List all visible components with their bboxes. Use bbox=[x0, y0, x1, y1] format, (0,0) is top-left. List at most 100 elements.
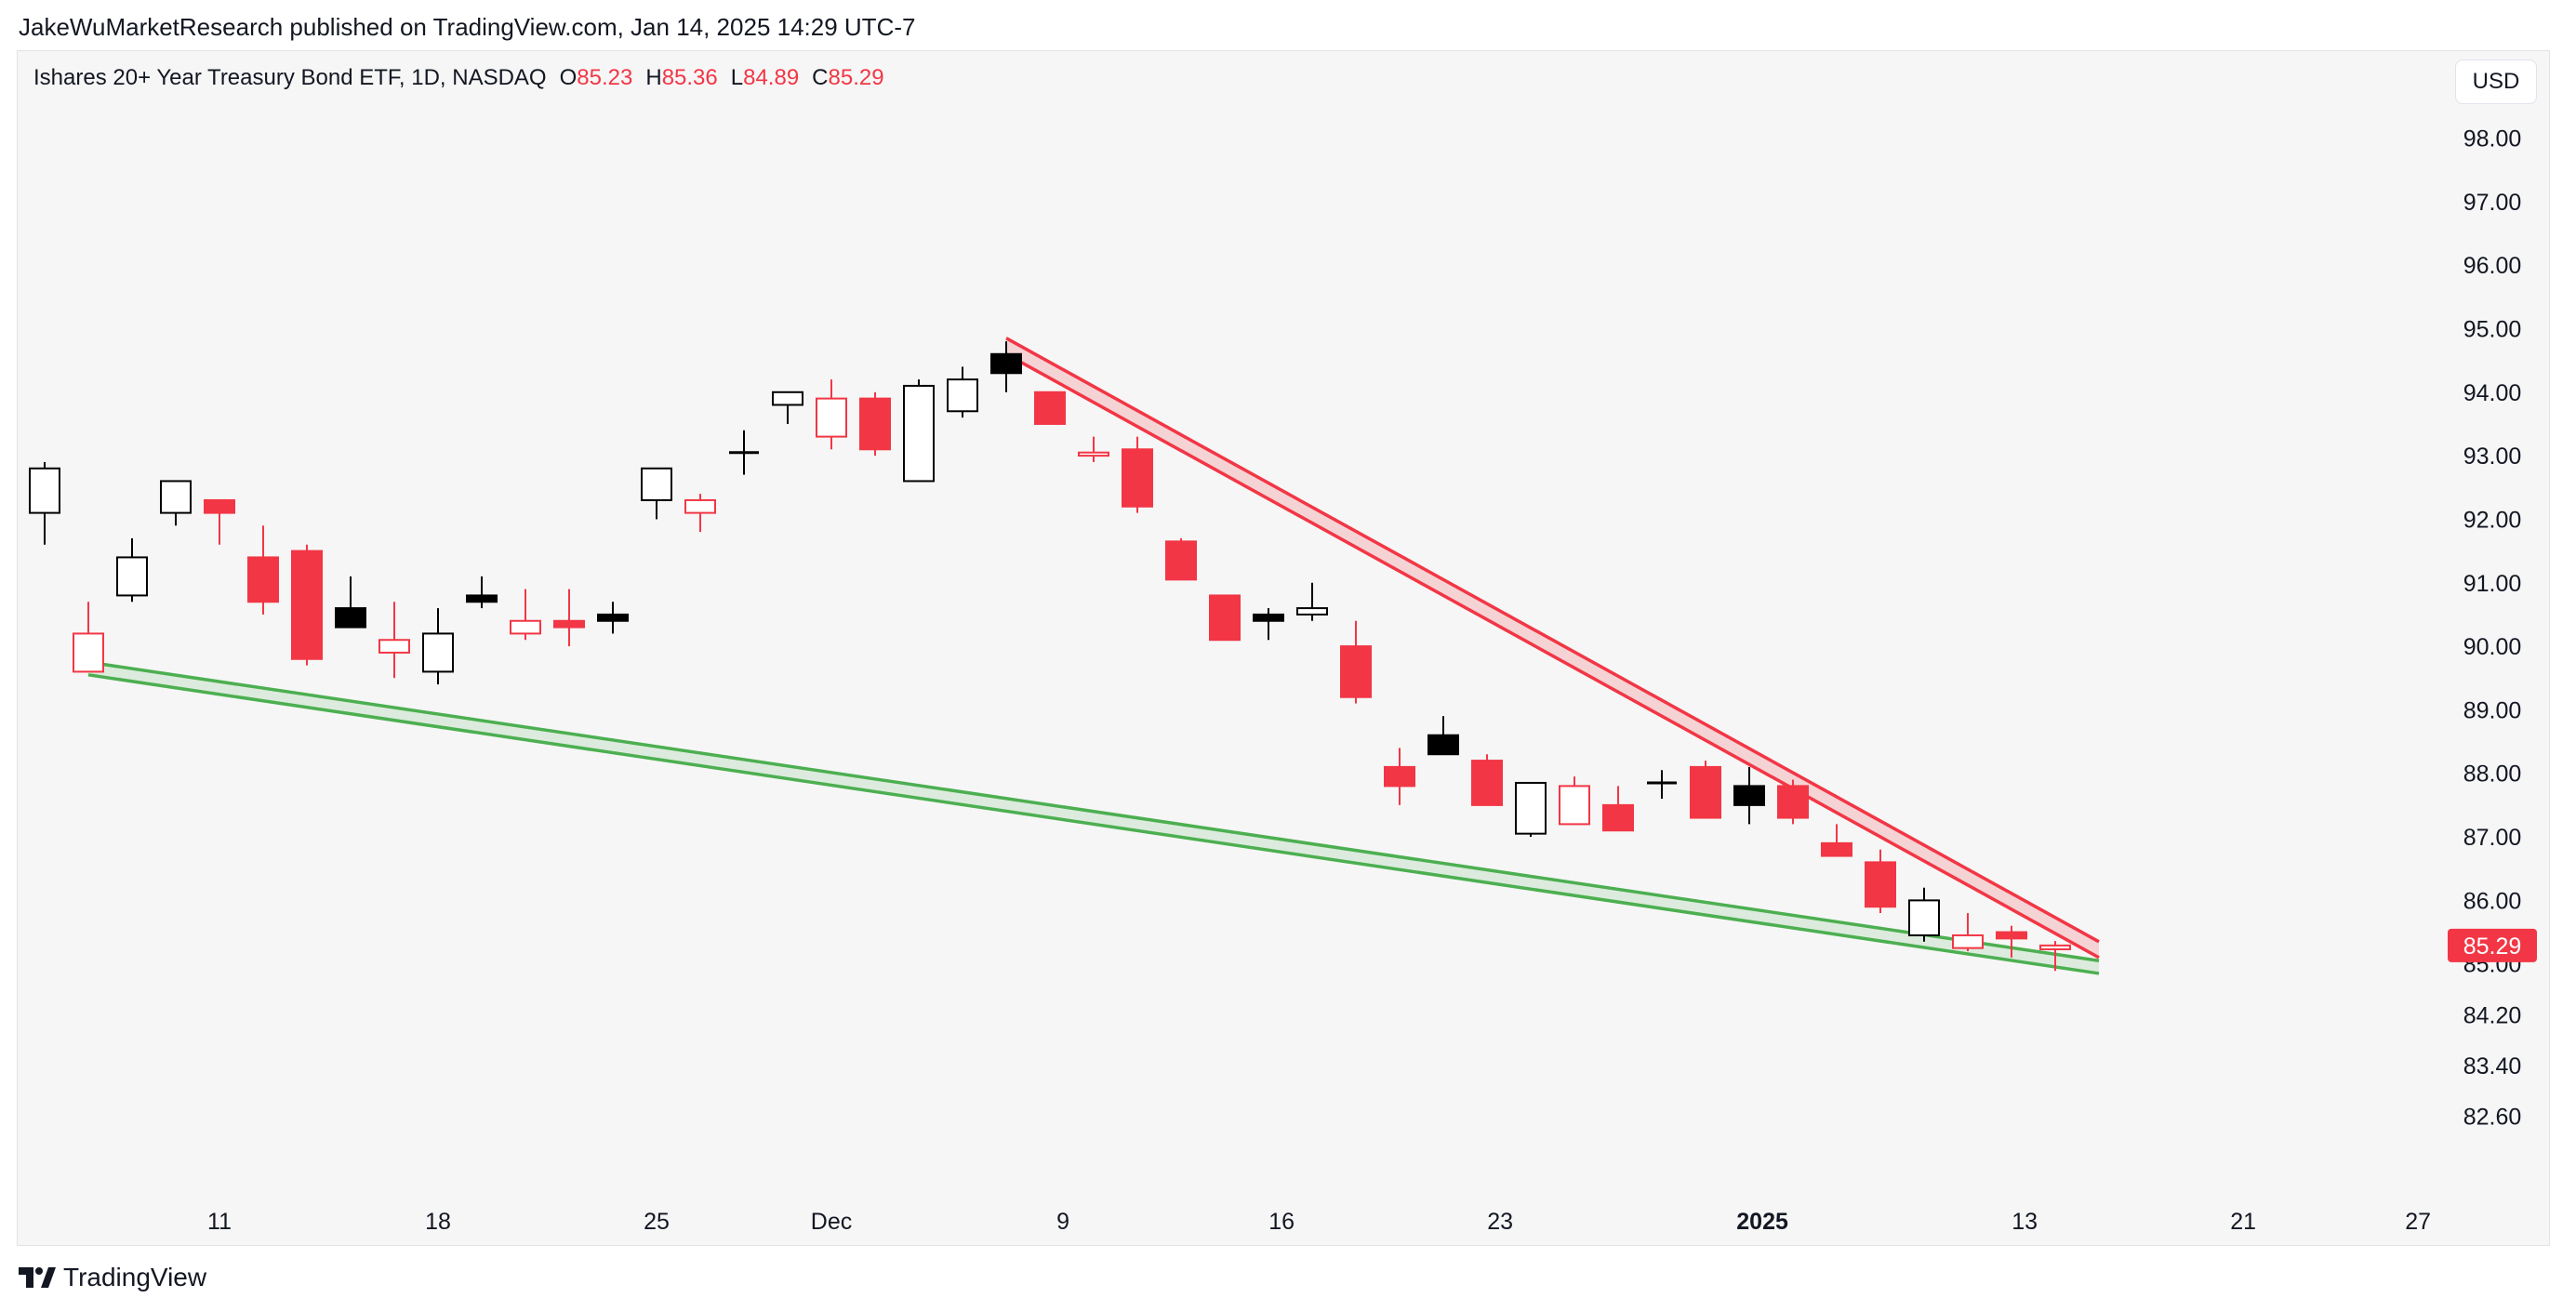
candle[interactable] bbox=[1078, 436, 1109, 462]
candle[interactable] bbox=[1647, 770, 1677, 800]
candle[interactable] bbox=[816, 379, 847, 450]
high-label: H bbox=[645, 65, 662, 90]
candle[interactable] bbox=[1122, 436, 1153, 513]
candle-body bbox=[422, 632, 454, 673]
candle[interactable] bbox=[903, 379, 935, 483]
candle[interactable] bbox=[247, 525, 279, 615]
candle[interactable] bbox=[422, 608, 454, 685]
candle[interactable] bbox=[116, 537, 148, 603]
candle-body bbox=[1908, 899, 1940, 936]
candle[interactable] bbox=[1515, 781, 1547, 838]
candle[interactable] bbox=[1865, 849, 1896, 914]
candle[interactable] bbox=[1034, 391, 1066, 425]
x-tick-label: 27 bbox=[2405, 1209, 2431, 1235]
price-chart[interactable]: 98.00 97.00 96.00 95.00 94.00 93.00 92.00 91.00… bbox=[0, 0, 2576, 1246]
candle[interactable] bbox=[1733, 766, 1765, 825]
candle[interactable] bbox=[204, 498, 235, 545]
candle[interactable] bbox=[1602, 786, 1634, 832]
x-tick-label: Dec bbox=[811, 1209, 852, 1235]
x-tick-label: 2025 bbox=[1736, 1209, 1788, 1235]
candle-body bbox=[1733, 785, 1765, 806]
close-label: C bbox=[812, 65, 829, 90]
support-trendline-upper[interactable] bbox=[87, 660, 2100, 963]
resistance-channel-fill bbox=[1006, 338, 2099, 958]
candle[interactable] bbox=[947, 366, 978, 418]
candle-body bbox=[1996, 931, 2027, 940]
candle[interactable] bbox=[772, 391, 803, 424]
candle[interactable] bbox=[2039, 941, 2071, 972]
candle-body bbox=[1034, 391, 1066, 425]
candle[interactable] bbox=[1952, 913, 1984, 952]
candle-body bbox=[204, 498, 235, 514]
candle-body bbox=[597, 613, 629, 622]
close-value: 85.29 bbox=[828, 65, 884, 90]
candle-body bbox=[1122, 448, 1153, 508]
candle[interactable] bbox=[1384, 748, 1415, 805]
currency-button[interactable]: USD bbox=[2455, 60, 2537, 104]
candle[interactable] bbox=[553, 589, 585, 647]
candle-body bbox=[1253, 613, 1284, 622]
x-tick-label: 25 bbox=[644, 1209, 670, 1235]
candle[interactable] bbox=[335, 576, 366, 629]
candle-body bbox=[1821, 841, 1852, 857]
candle[interactable] bbox=[1777, 779, 1809, 825]
candle[interactable] bbox=[1996, 925, 2027, 958]
y-tick-label: 95.00 bbox=[2463, 316, 2522, 342]
candle-body bbox=[1209, 594, 1241, 642]
candle-body bbox=[1384, 765, 1415, 788]
y-tick-label: 94.00 bbox=[2463, 380, 2522, 406]
candle[interactable] bbox=[510, 589, 541, 641]
candle[interactable] bbox=[1209, 594, 1241, 642]
candle-body bbox=[859, 397, 891, 451]
low-value: 84.89 bbox=[743, 65, 800, 90]
candle[interactable] bbox=[684, 494, 716, 533]
candle[interactable] bbox=[1821, 824, 1852, 857]
candle[interactable] bbox=[1908, 887, 1940, 942]
tradingview-logo[interactable]: TradingView bbox=[19, 1263, 206, 1292]
candle[interactable] bbox=[990, 341, 1022, 392]
x-tick-label: 21 bbox=[2230, 1209, 2256, 1235]
candle-body bbox=[1078, 451, 1109, 457]
candle-body bbox=[990, 352, 1022, 375]
candle-body bbox=[1865, 861, 1896, 908]
candle[interactable] bbox=[597, 602, 629, 634]
candle-body bbox=[73, 632, 104, 673]
candle-body bbox=[335, 607, 366, 629]
candle[interactable] bbox=[1427, 716, 1459, 756]
y-tick-label: 83.40 bbox=[2463, 1053, 2522, 1079]
candle[interactable] bbox=[859, 391, 891, 457]
candle[interactable] bbox=[1253, 608, 1284, 641]
candle[interactable] bbox=[1340, 620, 1372, 704]
resistance-trendline-upper[interactable] bbox=[1005, 337, 2100, 944]
candle[interactable] bbox=[378, 602, 410, 679]
candle[interactable] bbox=[1296, 582, 1328, 621]
candle[interactable] bbox=[160, 480, 192, 526]
candle[interactable] bbox=[73, 602, 104, 673]
candle[interactable] bbox=[1559, 776, 1590, 826]
y-tick-label: 90.00 bbox=[2463, 634, 2522, 660]
candle-body bbox=[1471, 760, 1503, 806]
support-trendline-lower[interactable] bbox=[87, 673, 2100, 975]
candle[interactable] bbox=[466, 576, 498, 609]
published-header: JakeWuMarketResearch published on Tradin… bbox=[19, 13, 916, 41]
candle[interactable] bbox=[729, 430, 759, 475]
candle[interactable] bbox=[1165, 537, 1197, 581]
candle[interactable] bbox=[29, 461, 60, 545]
candle-body bbox=[816, 397, 847, 438]
candle-body bbox=[116, 556, 148, 597]
candle[interactable] bbox=[1471, 754, 1503, 806]
candle-body bbox=[1602, 803, 1634, 832]
y-tick-label: 86.00 bbox=[2463, 888, 2522, 914]
candle-body bbox=[29, 467, 60, 514]
candle-body bbox=[903, 384, 935, 483]
symbol-title: Ishares 20+ Year Treasury Bond ETF, 1D, … bbox=[33, 65, 547, 90]
candle-body bbox=[291, 550, 323, 660]
candle[interactable] bbox=[291, 544, 323, 666]
candle[interactable] bbox=[1690, 761, 1721, 819]
resistance-trendline-lower[interactable] bbox=[1005, 352, 2100, 960]
candle-body bbox=[1952, 934, 1984, 949]
candle[interactable] bbox=[641, 467, 672, 520]
x-tick-label: 16 bbox=[1268, 1209, 1295, 1235]
candle-body bbox=[247, 556, 279, 603]
candle-body bbox=[1690, 765, 1721, 819]
